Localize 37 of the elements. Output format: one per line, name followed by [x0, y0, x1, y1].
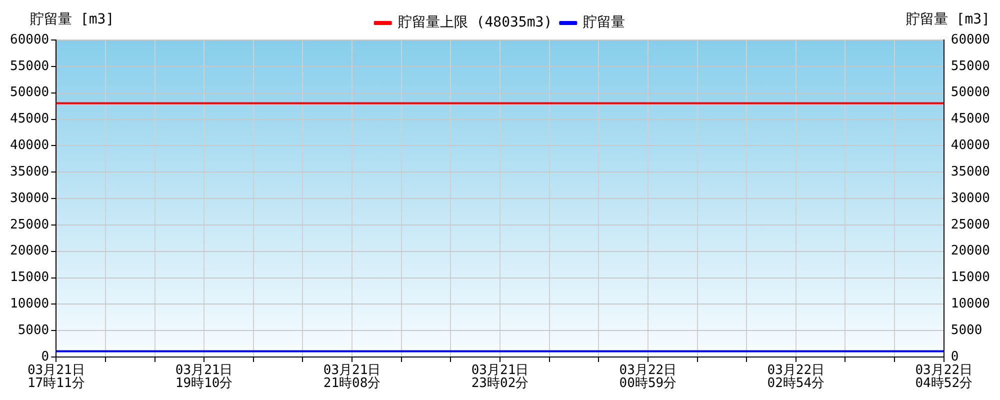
y-tick-label: 60000 [10, 32, 50, 48]
y2-tick-label: 0 [950, 349, 959, 364]
legend-label: 貯留量上限 (48035m3) [398, 14, 552, 31]
y2-tick-label: 50000 [950, 85, 990, 100]
y2-tick-label: 20000 [950, 244, 990, 259]
y2-axis-title: 貯留量 [m3] [906, 12, 990, 28]
y2-tick-label: 35000 [950, 164, 990, 180]
y-tick-label: 55000 [10, 58, 50, 74]
x-tick-label: 03月21日 23時02分 [471, 362, 529, 391]
y2-tick-label: 40000 [950, 138, 990, 154]
x-tick-label: 03月21日 21時08分 [323, 362, 381, 391]
y-tick-label: 20000 [10, 244, 50, 259]
y-tick-label: 15000 [10, 270, 50, 286]
y2-tick-label: 25000 [950, 217, 990, 232]
y2-tick-label: 30000 [950, 190, 990, 206]
y-axis-title: 貯留量 [m3] [30, 12, 114, 28]
y2-tick-label: 10000 [950, 296, 990, 312]
y-tick-label: 45000 [10, 112, 50, 127]
y2-tick-label: 60000 [950, 32, 990, 48]
x-tick-label: 03月21日 17時11分 [27, 362, 85, 391]
y-tick-label: 5000 [18, 322, 50, 338]
x-tick-label: 03月22日 00時59分 [619, 362, 677, 391]
y-tick-label: 25000 [10, 217, 50, 232]
y2-tick-label: 45000 [950, 112, 990, 127]
y2-tick-label: 55000 [950, 58, 990, 74]
y-tick-label: 10000 [10, 296, 50, 312]
x-tick-label: 03月22日 04時52分 [915, 362, 973, 391]
y-tick-label: 0 [41, 349, 50, 364]
y-tick-label: 40000 [10, 138, 50, 154]
x-tick-label: 03月21日 19時10分 [175, 362, 233, 391]
y2-tick-label: 5000 [950, 322, 982, 338]
y-tick-label: 35000 [10, 164, 50, 180]
x-tick-label: 03月22日 02時54分 [767, 362, 825, 391]
legend-label: 貯留量 [583, 14, 626, 31]
y2-tick-label: 15000 [950, 270, 990, 286]
y-tick-label: 30000 [10, 190, 50, 206]
y-tick-label: 50000 [10, 85, 50, 100]
